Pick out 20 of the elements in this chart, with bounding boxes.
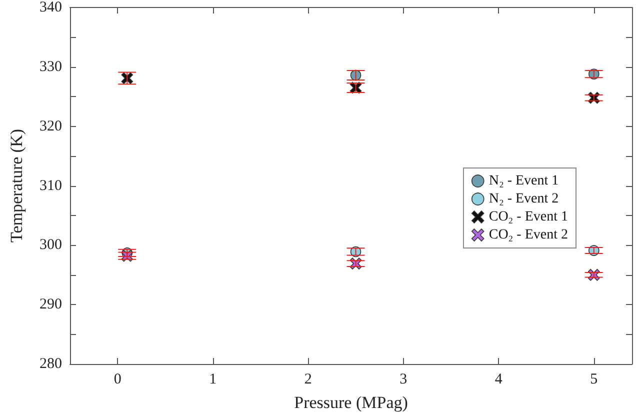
x-tick-label: 3	[400, 372, 408, 388]
y-tick-label: 340	[40, 0, 62, 16]
y-tick-label: 310	[40, 178, 62, 194]
x-tick-label: 1	[209, 372, 217, 388]
y-tick-label: 290	[40, 296, 62, 313]
y-tick-label: 320	[40, 118, 62, 134]
x-tick-label: 0	[114, 372, 122, 388]
x-tick-label: 2	[304, 372, 312, 388]
legend-label: CO₂ - Event 1	[488, 210, 568, 224]
x-axis-title: Pressure (MPag)	[294, 393, 408, 412]
y-tick-label: 280	[40, 356, 62, 372]
x-tick-label: 4	[494, 372, 503, 388]
x-tick-label: 5	[590, 372, 598, 388]
point	[121, 72, 134, 84]
legend-label: N₂ - Event 2	[488, 192, 559, 206]
legend-label: CO₂ - Event 2	[488, 228, 568, 242]
y-tick-label: 330	[40, 58, 62, 75]
legend-label: N₂ - Event 1	[488, 174, 559, 188]
y-tick-label: 300	[40, 237, 62, 254]
y-axis-title: Temperature (K)	[7, 129, 26, 242]
